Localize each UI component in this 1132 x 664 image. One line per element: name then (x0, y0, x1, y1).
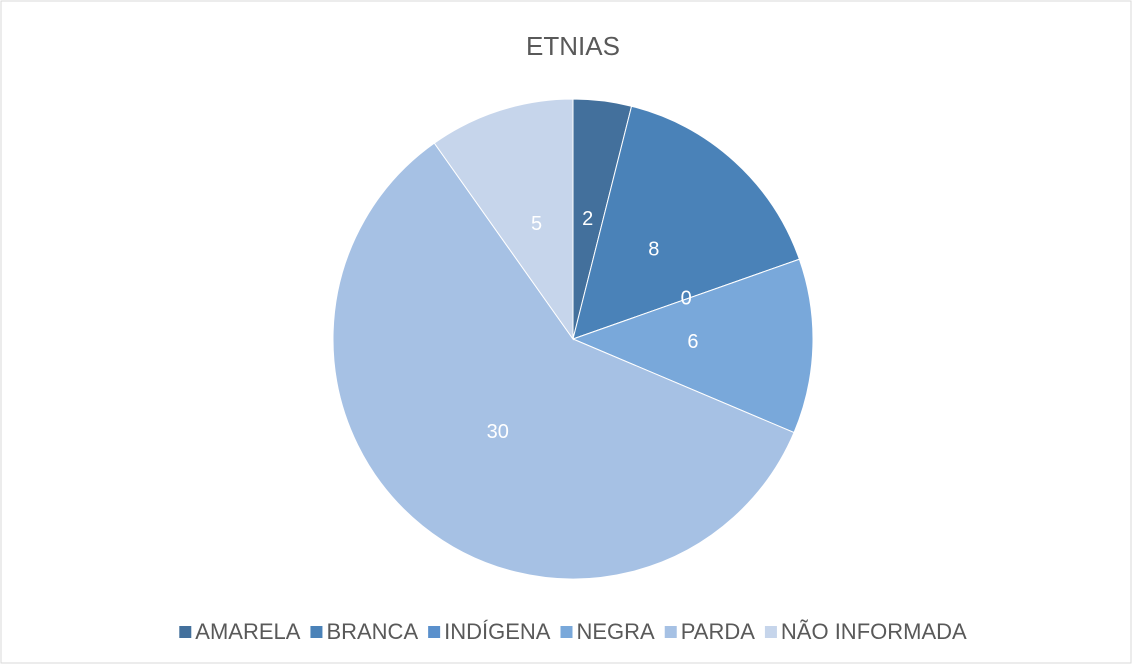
data-label: 5 (531, 213, 542, 235)
data-label: 6 (687, 331, 698, 353)
legend-swatch (764, 626, 777, 638)
legend-swatch (560, 626, 573, 638)
pie-slice (572, 105, 800, 340)
legend-swatch (428, 626, 441, 638)
legend-label: AMARELA (195, 619, 300, 644)
chart-title: ETNIAS (526, 31, 620, 61)
legend-label: INDÍGENA (444, 619, 551, 644)
legend-label: PARDA (681, 619, 755, 644)
legend-swatch (179, 626, 192, 638)
legend-label: NÃO INFORMADA (781, 619, 967, 644)
legend-swatch (664, 626, 677, 638)
legend-label: BRANCA (326, 619, 418, 644)
data-label: 8 (648, 239, 659, 261)
legend-swatch (310, 626, 323, 638)
data-label: 2 (582, 208, 593, 230)
pie-slice (332, 142, 795, 580)
pie-slice (571, 258, 814, 434)
pie-slice (433, 98, 574, 341)
data-label: 0 (681, 287, 692, 309)
legend-label: NEGRA (576, 619, 655, 644)
data-label: 30 (487, 421, 509, 443)
